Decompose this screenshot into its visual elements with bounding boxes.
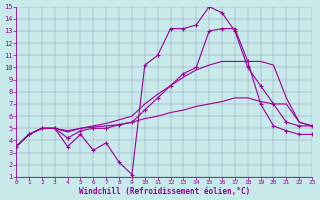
X-axis label: Windchill (Refroidissement éolien,°C): Windchill (Refroidissement éolien,°C) xyxy=(78,187,250,196)
